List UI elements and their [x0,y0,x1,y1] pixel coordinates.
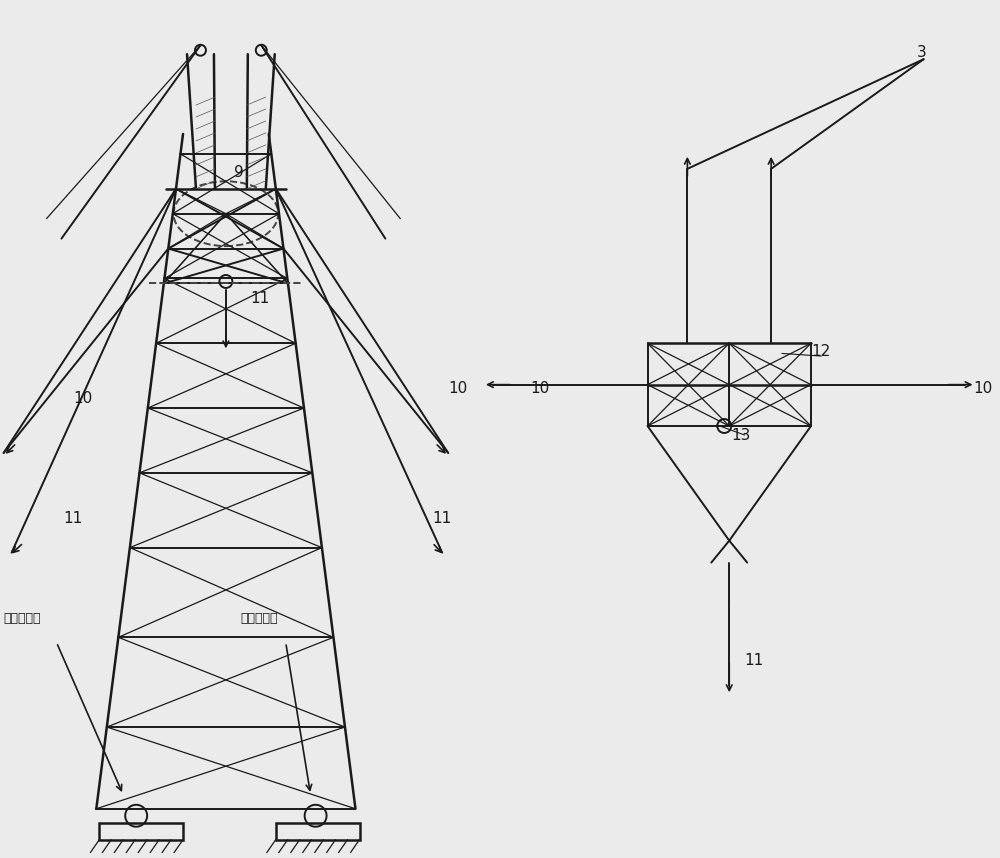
Text: 10: 10 [448,381,467,396]
Text: 至机动绞磨: 至机动绞磨 [241,613,278,625]
Text: 12: 12 [811,344,830,360]
Text: 11: 11 [251,292,270,306]
Text: 11: 11 [744,653,763,668]
Text: 10: 10 [973,381,993,396]
Text: 11: 11 [63,511,83,526]
Text: 10: 10 [73,391,93,406]
Text: 11: 11 [432,511,451,526]
Text: 3: 3 [917,45,926,60]
Text: 10: 10 [530,381,549,396]
Text: 13: 13 [731,428,751,443]
Text: 9: 9 [234,165,244,180]
Text: 至机动绞磨: 至机动绞磨 [4,613,41,625]
